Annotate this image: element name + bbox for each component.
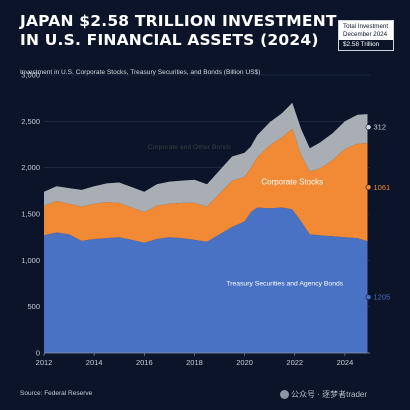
total-investment-box: Total Investment December 2024 $2.58 Tri… [338, 20, 394, 51]
end-marker-treasury [365, 294, 372, 301]
x-tick-label: 2018 [186, 358, 203, 367]
end-label-corporate: 312 [373, 123, 386, 132]
title-line-2: IN U.S. FINANCIAL ASSETS (2024) [20, 31, 319, 49]
x-tick-label: 2012 [36, 358, 53, 367]
y-tick-label: 1,500 [21, 210, 40, 219]
total-value: $2.58 Trillion [339, 40, 393, 50]
wechat-icon [280, 390, 289, 400]
total-label-line-2: December 2024 [343, 30, 388, 38]
x-tick-label: 2020 [236, 358, 253, 367]
y-tick-label: 1,000 [21, 256, 40, 265]
label-corporate-bonds: Corporate and Other Bonds [148, 144, 232, 151]
y-tick-label: 500 [27, 302, 40, 311]
watermark: 公众号 · 逐梦者trader [280, 389, 367, 400]
source-note: Source: Federal Reserve [20, 390, 93, 397]
stocks-area [44, 128, 368, 243]
chart-subtitle: Investment in U.S. Corporate Stocks, Tre… [20, 69, 261, 76]
y-tick-label: 2,000 [21, 163, 40, 172]
corporate-bonds-area [44, 102, 368, 213]
y-tick-label: 2,500 [21, 117, 40, 126]
y-tick-label: 0 [36, 349, 40, 358]
label-corporate-stocks: Corporate Stocks [261, 177, 323, 186]
end-marker-stocks [365, 184, 372, 191]
end-label-stocks: 1061 [373, 183, 390, 192]
total-label-line-1: Total Investment [343, 23, 389, 30]
end-marker-corporate [365, 124, 372, 131]
watermark-text: 公众号 · 逐梦者trader [291, 390, 368, 399]
label-treasury: Treasury Securities and Agency Bonds [226, 280, 343, 287]
title-line-1: JAPAN $2.58 TRILLION INVESTMENT [20, 12, 337, 30]
end-label-treasury: 1205 [373, 293, 390, 302]
x-tick-label: 2022 [286, 358, 303, 367]
x-tick-label: 2024 [337, 358, 354, 367]
treasury-area [44, 207, 368, 353]
chart-title: JAPAN $2.58 TRILLION INVESTMENT IN U.S. … [20, 12, 337, 50]
x-tick-label: 2016 [136, 358, 153, 367]
x-tick-label: 2014 [86, 358, 103, 367]
y-tick-label: 3,000 [21, 71, 40, 80]
